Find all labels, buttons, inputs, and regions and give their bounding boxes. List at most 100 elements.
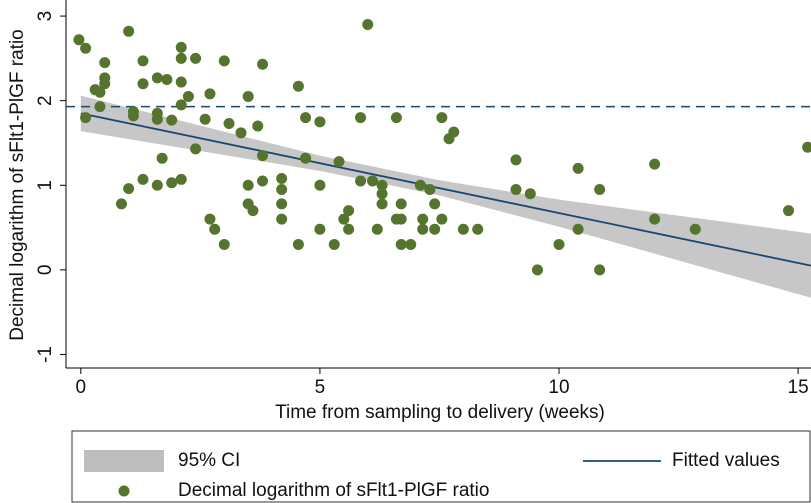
point xyxy=(362,19,374,31)
point xyxy=(123,183,135,195)
point xyxy=(94,101,106,113)
point xyxy=(472,223,484,235)
point xyxy=(649,158,661,170)
point xyxy=(204,88,216,100)
point xyxy=(328,238,340,250)
point xyxy=(175,99,187,111)
point xyxy=(204,213,216,225)
point xyxy=(355,112,367,124)
point xyxy=(127,110,139,122)
point xyxy=(247,205,259,217)
point xyxy=(151,72,163,84)
point xyxy=(257,150,269,162)
point xyxy=(448,126,460,138)
point xyxy=(436,213,448,225)
point xyxy=(572,223,584,235)
point xyxy=(257,175,269,187)
point xyxy=(649,213,661,225)
point xyxy=(376,198,388,210)
point xyxy=(223,118,235,130)
fitted-line xyxy=(80,112,811,267)
point xyxy=(242,179,254,191)
point xyxy=(292,80,304,92)
point xyxy=(531,264,543,276)
point xyxy=(80,42,92,54)
point xyxy=(276,198,288,210)
point xyxy=(175,76,187,88)
point xyxy=(390,112,402,124)
point xyxy=(414,179,426,191)
x-tick-label: 10 xyxy=(548,377,569,398)
x-tick-label: 0 xyxy=(76,377,87,398)
point xyxy=(175,173,187,185)
y-tick-label: 1 xyxy=(35,180,56,191)
point xyxy=(292,238,304,250)
point xyxy=(218,238,230,250)
point xyxy=(689,223,701,235)
point xyxy=(99,57,111,69)
point xyxy=(190,52,202,64)
point xyxy=(376,179,388,191)
point xyxy=(436,112,448,124)
point xyxy=(783,205,795,217)
point xyxy=(333,156,345,168)
point xyxy=(175,41,187,53)
point xyxy=(151,179,163,191)
point xyxy=(417,223,429,235)
point xyxy=(242,90,254,102)
x-axis-title: Time from sampling to delivery (weeks) xyxy=(275,402,605,423)
point xyxy=(73,34,85,46)
point xyxy=(300,112,312,124)
legend-label: Fitted values xyxy=(672,450,780,471)
point xyxy=(252,120,264,132)
point xyxy=(594,183,606,195)
point xyxy=(137,78,149,90)
point xyxy=(156,152,168,164)
point xyxy=(457,223,469,235)
point xyxy=(209,223,221,235)
point xyxy=(594,264,606,276)
y-tick-label: 3 xyxy=(35,11,56,22)
point xyxy=(343,223,355,235)
point xyxy=(166,177,178,189)
point xyxy=(123,25,135,37)
point xyxy=(276,173,288,185)
point xyxy=(115,198,127,210)
point xyxy=(371,223,383,235)
point xyxy=(314,116,326,128)
point xyxy=(257,58,269,70)
point xyxy=(80,112,92,124)
point xyxy=(355,175,367,187)
y-axis-title: Decimal logarithm of sFlt1-PlGF ratio xyxy=(7,29,28,340)
x-tick-label: 5 xyxy=(315,377,326,398)
point xyxy=(166,114,178,126)
legend-swatch xyxy=(84,450,164,472)
point xyxy=(314,179,326,191)
point xyxy=(395,213,407,225)
point xyxy=(429,223,441,235)
point xyxy=(300,152,312,164)
point xyxy=(235,127,247,139)
point xyxy=(395,238,407,250)
point xyxy=(343,205,355,217)
point xyxy=(553,238,565,250)
point xyxy=(510,154,522,166)
point xyxy=(367,175,379,187)
legend-swatch xyxy=(118,485,130,497)
point xyxy=(395,198,407,210)
point xyxy=(417,213,429,225)
point xyxy=(802,141,811,153)
y-tick-label: -1 xyxy=(35,346,56,363)
x-tick-label: 15 xyxy=(788,377,809,398)
legend-label: Decimal logarithm of sFlt1-PlGF ratio xyxy=(178,480,489,501)
point xyxy=(199,113,211,125)
point xyxy=(161,74,173,86)
point xyxy=(524,188,536,200)
y-tick-label: 0 xyxy=(35,265,56,276)
legend-label: 95% CI xyxy=(178,450,240,471)
point xyxy=(572,162,584,174)
point xyxy=(94,86,106,98)
point xyxy=(314,223,326,235)
y-tick-label: 2 xyxy=(35,95,56,106)
